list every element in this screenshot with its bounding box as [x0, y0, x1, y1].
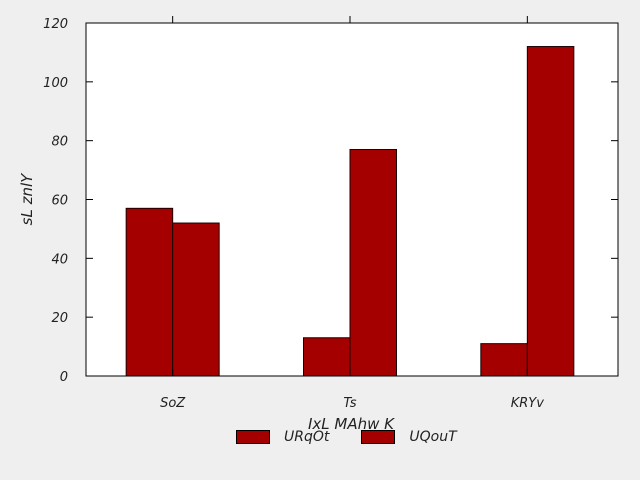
y-tick-label-80: 80 [51, 135, 68, 150]
y-tick-label-60: 60 [51, 194, 68, 209]
bar-2-SoZ [172, 222, 220, 377]
legend-label-series-2: UQouT [409, 429, 457, 445]
legend-item-series-2: UQouT [361, 429, 457, 445]
x-tick-label-Ts: Ts [343, 396, 356, 411]
legend-label-series-1: URqOt [284, 429, 330, 445]
bar-1-SoZ [125, 207, 174, 377]
y-tick-label-100: 100 [43, 76, 68, 91]
bar-2-KRYv [526, 46, 575, 377]
legend-item-series-1: URqOt [236, 429, 329, 445]
x-axis-title: IxL MAhw K [308, 415, 395, 433]
y-tick-label-120: 120 [43, 17, 68, 32]
y-tick-label-0: 0 [60, 370, 68, 385]
y-tick-label-40: 40 [51, 252, 68, 267]
bar-1-KRYv [480, 343, 528, 377]
legend-swatch-series-1 [236, 430, 270, 444]
bar-1-Ts [303, 337, 351, 377]
x-tick-label-KRYv: KRYv [511, 396, 544, 411]
y-axis-title: sL znlY [18, 172, 36, 225]
x-tick-label-SoZ: SoZ [160, 396, 186, 411]
bar-2-Ts [349, 148, 397, 377]
y-tick-label-20: 20 [51, 311, 68, 326]
legend: URqOt UQouT [236, 429, 489, 445]
legend-swatch-series-2 [361, 430, 396, 444]
